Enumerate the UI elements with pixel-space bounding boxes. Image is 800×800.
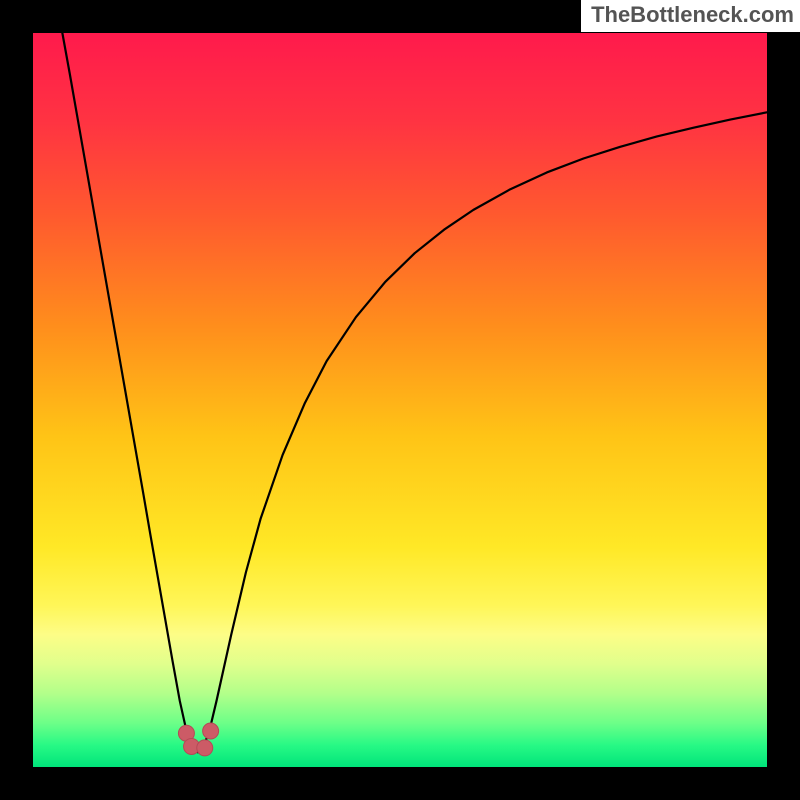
marker-point [203,723,219,739]
plot-svg [0,0,800,800]
gradient-background [33,33,767,767]
marker-point [197,740,213,756]
watermark-label: TheBottleneck.com [581,0,800,32]
chart-container: TheBottleneck.com [0,0,800,800]
